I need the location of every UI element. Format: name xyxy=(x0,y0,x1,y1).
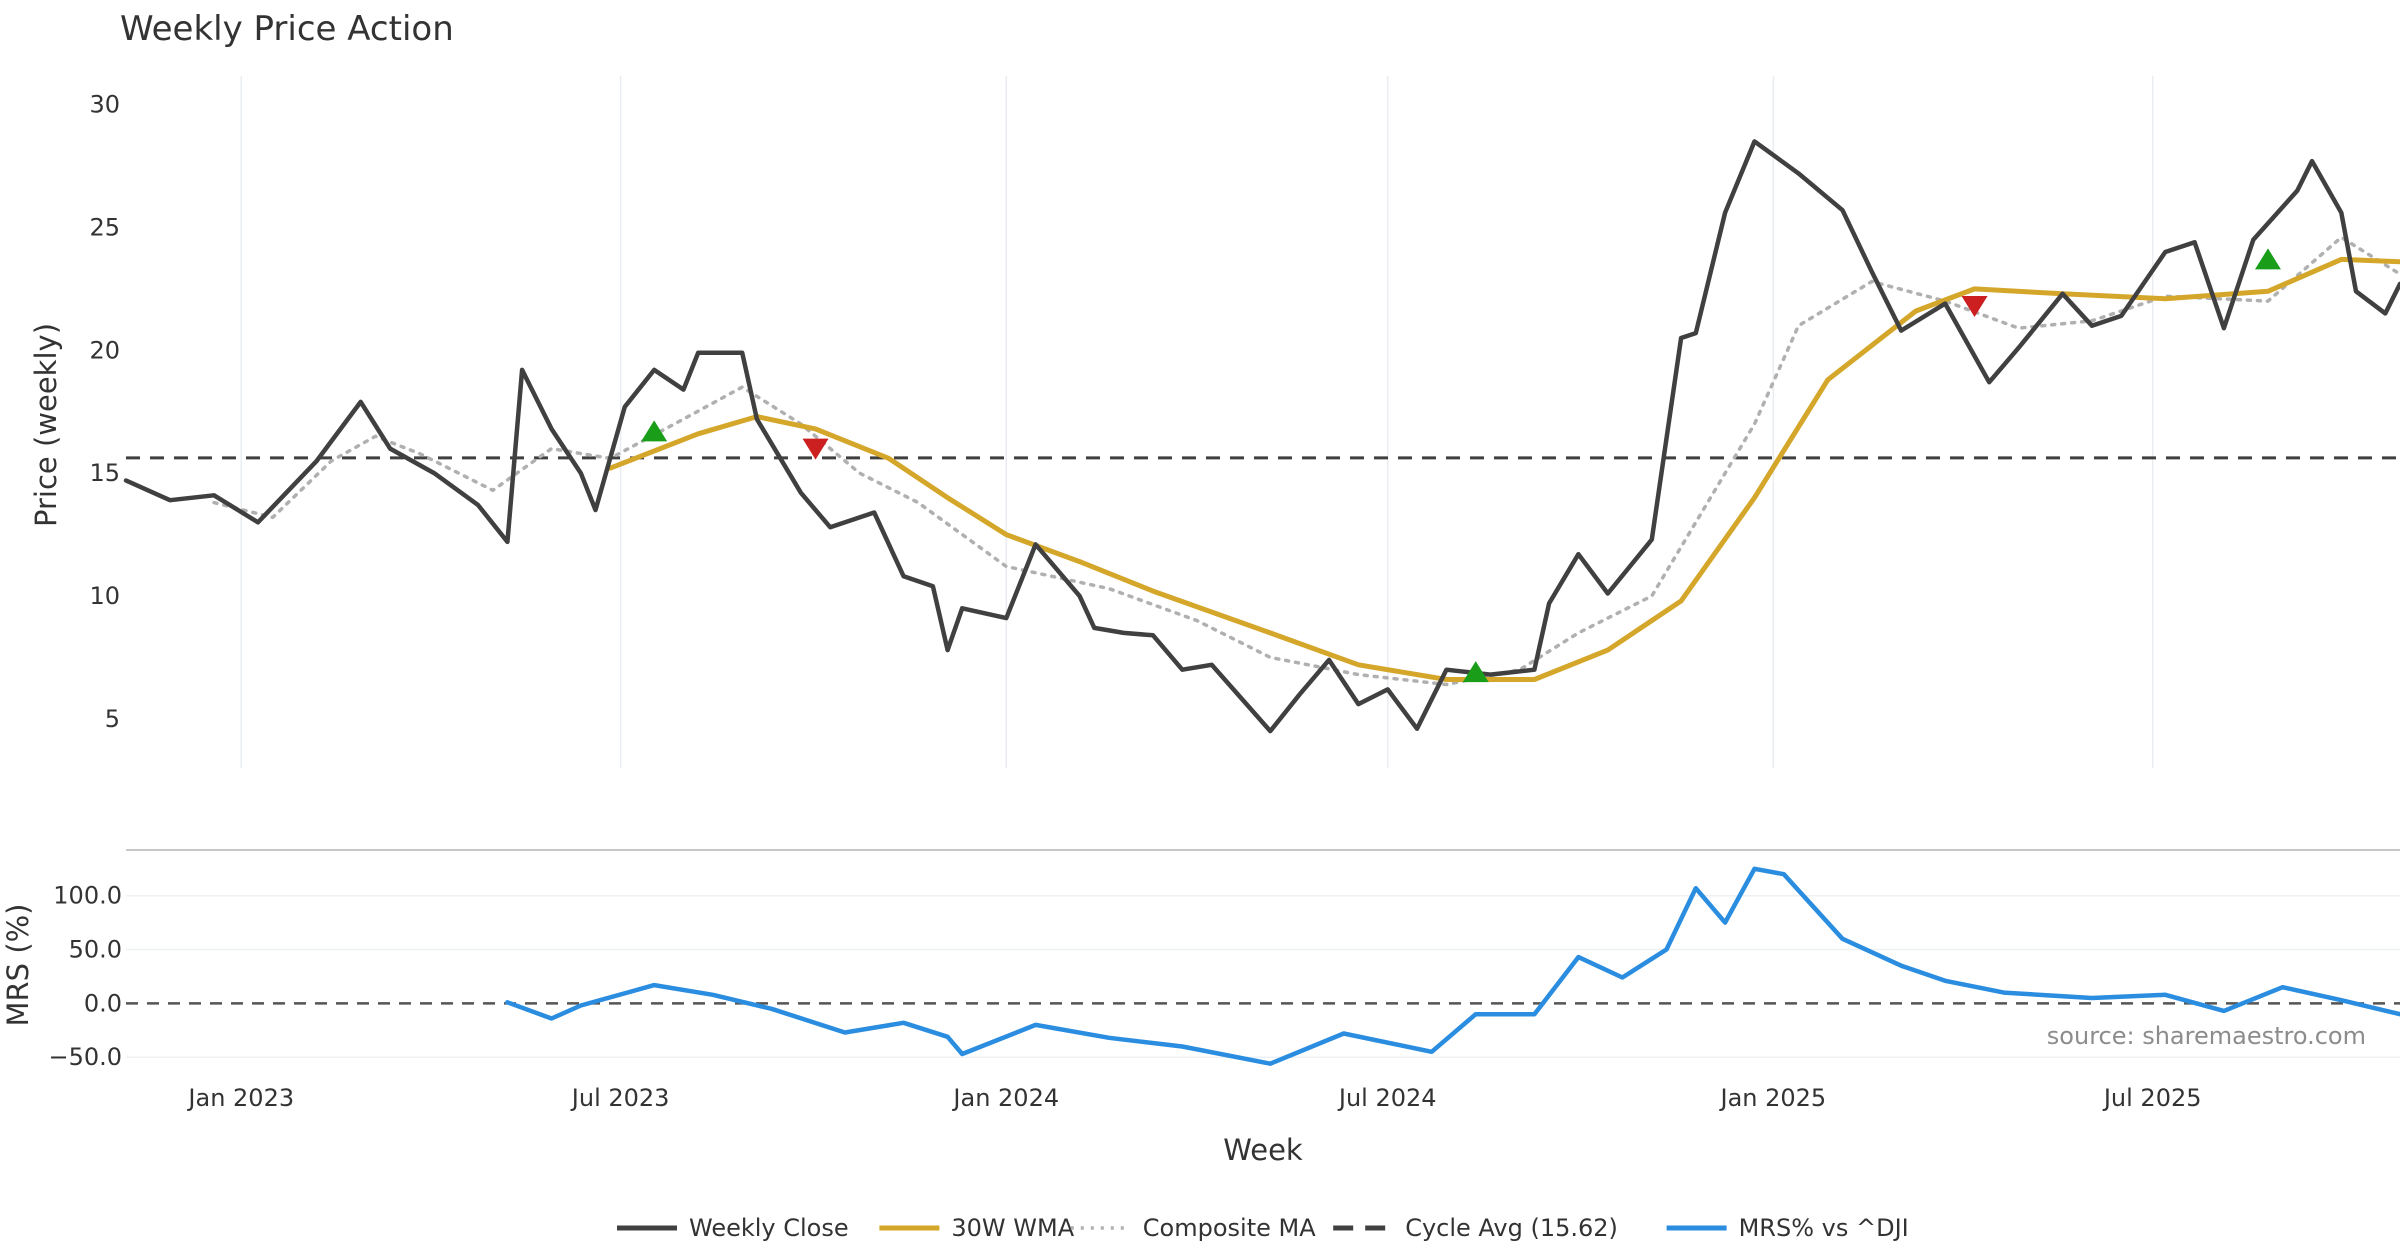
x-tick-label: Jan 2024 xyxy=(951,1084,1059,1112)
series-30w-wma xyxy=(607,256,2400,682)
x-axis-label: Week xyxy=(1223,1133,1303,1167)
price-gridlines xyxy=(240,76,2154,768)
x-tick-label: Jul 2023 xyxy=(570,1084,670,1112)
sell-signal-marker xyxy=(1961,296,1988,318)
mrs-gridlines xyxy=(126,894,2400,1058)
price-y-tick-label: 30 xyxy=(89,91,120,119)
price-series-lines xyxy=(123,139,2400,734)
mrs-y-tick-label: 100.0 xyxy=(53,882,122,910)
mrs-series-lines xyxy=(505,866,2400,1066)
x-tick-label: Jan 2025 xyxy=(1718,1084,1826,1112)
sell-signal-marker xyxy=(802,438,829,460)
x-tick-label: Jan 2023 xyxy=(186,1084,294,1112)
series-weekly-close xyxy=(123,139,2400,734)
series-composite-ma xyxy=(212,235,2400,687)
price-y-axis-label: Price (weekly) xyxy=(29,323,63,527)
mrs-y-tick-label: 50.0 xyxy=(69,936,122,964)
mrs-y-tick-label: −50.0 xyxy=(48,1043,122,1071)
buy-signal-marker xyxy=(1462,661,1489,683)
mrs-y-tick-label: 0.0 xyxy=(84,989,122,1017)
source-note: source: sharemaestro.com xyxy=(2047,1022,2366,1050)
legend-label-mrs-vs-dji: MRS% vs ^DJI xyxy=(1739,1214,1909,1242)
signal-markers xyxy=(641,248,2281,683)
buy-signal-marker xyxy=(2254,248,2281,270)
chart-title: Weekly Price Action xyxy=(120,9,454,49)
mrs-y-ticks: −50.0 0.0 50.0 100.0 xyxy=(48,882,122,1072)
price-y-ticks: 5 10 15 20 25 30 xyxy=(89,91,120,733)
x-tick-label: Jul 2024 xyxy=(1337,1084,1437,1112)
price-y-tick-label: 15 xyxy=(89,459,120,487)
legend-label-composite-ma: Composite MA xyxy=(1143,1214,1316,1242)
legend: Weekly Close 30W WMA Composite MA Cycle Avg… xyxy=(617,1214,1909,1242)
legend-label-weekly-close: Weekly Close xyxy=(689,1214,849,1242)
series-mrs-vs-dji xyxy=(505,866,2400,1066)
price-y-tick-label: 5 xyxy=(105,705,120,733)
x-axis-ticks: Jan 2023 Jul 2023 Jan 2024 Jul 2024 Jan 2025… xyxy=(186,1084,2201,1112)
price-y-tick-label: 25 xyxy=(89,213,120,241)
legend-label-30w-wma: 30W WMA xyxy=(951,1214,1074,1242)
mrs-y-axis-label: MRS (%) xyxy=(1,904,35,1027)
price-y-tick-label: 10 xyxy=(89,582,120,610)
buy-signal-marker xyxy=(641,420,668,442)
x-tick-label: Jul 2025 xyxy=(2102,1084,2202,1112)
price-y-tick-label: 20 xyxy=(89,336,120,364)
legend-label-cycle-avg-15-62: Cycle Avg (15.62) xyxy=(1405,1214,1618,1242)
